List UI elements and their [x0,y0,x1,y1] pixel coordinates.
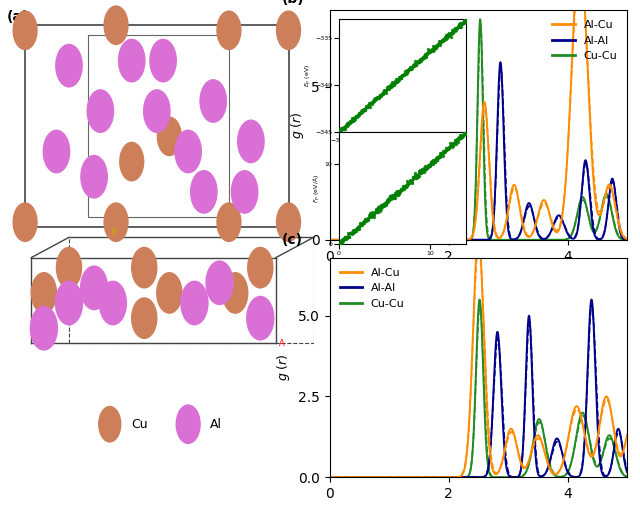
X-axis label: $r$ (Å): $r$ (Å) [464,269,493,286]
Circle shape [81,156,108,198]
Circle shape [157,273,182,313]
Circle shape [143,90,170,132]
Circle shape [120,142,143,181]
Circle shape [191,171,217,213]
Circle shape [99,281,126,325]
Circle shape [276,11,300,49]
Circle shape [13,11,37,49]
Circle shape [132,247,157,288]
Circle shape [206,261,233,305]
Circle shape [150,39,176,82]
Circle shape [44,130,70,173]
Text: C: C [25,217,32,227]
Text: (b): (b) [282,0,305,6]
Circle shape [232,171,258,213]
Circle shape [200,80,227,122]
Text: (c): (c) [282,233,303,246]
Circle shape [31,273,56,313]
Circle shape [237,120,264,163]
Y-axis label: $g$ $(r)$: $g$ $(r)$ [275,354,292,381]
Circle shape [56,281,83,325]
Circle shape [31,307,58,350]
Circle shape [132,298,157,338]
Bar [88,35,229,217]
Legend: Al-Cu, Al-Al, Cu-Cu: Al-Cu, Al-Al, Cu-Cu [335,263,409,313]
Circle shape [217,11,241,49]
Circle shape [56,247,81,288]
Circle shape [157,117,181,156]
Text: Cu: Cu [132,418,148,431]
Circle shape [81,266,108,310]
Circle shape [223,273,248,313]
Circle shape [276,203,300,241]
Circle shape [181,281,208,325]
Circle shape [99,407,121,442]
Circle shape [56,44,82,87]
Text: B: B [110,228,116,237]
Circle shape [248,247,273,288]
Circle shape [104,203,128,241]
Bar [25,25,289,227]
Circle shape [118,39,145,82]
Legend: Al-Cu, Al-Al, Cu-Cu: Al-Cu, Al-Al, Cu-Cu [548,16,621,66]
Text: Al: Al [210,418,222,431]
Y-axis label: $g$ $(r)$: $g$ $(r)$ [289,111,305,139]
Text: B: B [113,15,120,25]
Circle shape [87,90,113,132]
Circle shape [175,130,202,173]
Circle shape [176,405,200,443]
Text: (a): (a) [6,10,29,24]
Circle shape [247,296,274,340]
Circle shape [217,203,241,241]
Circle shape [13,203,37,241]
Text: A: A [279,339,285,348]
Text: A: A [292,212,298,222]
Circle shape [104,6,128,44]
